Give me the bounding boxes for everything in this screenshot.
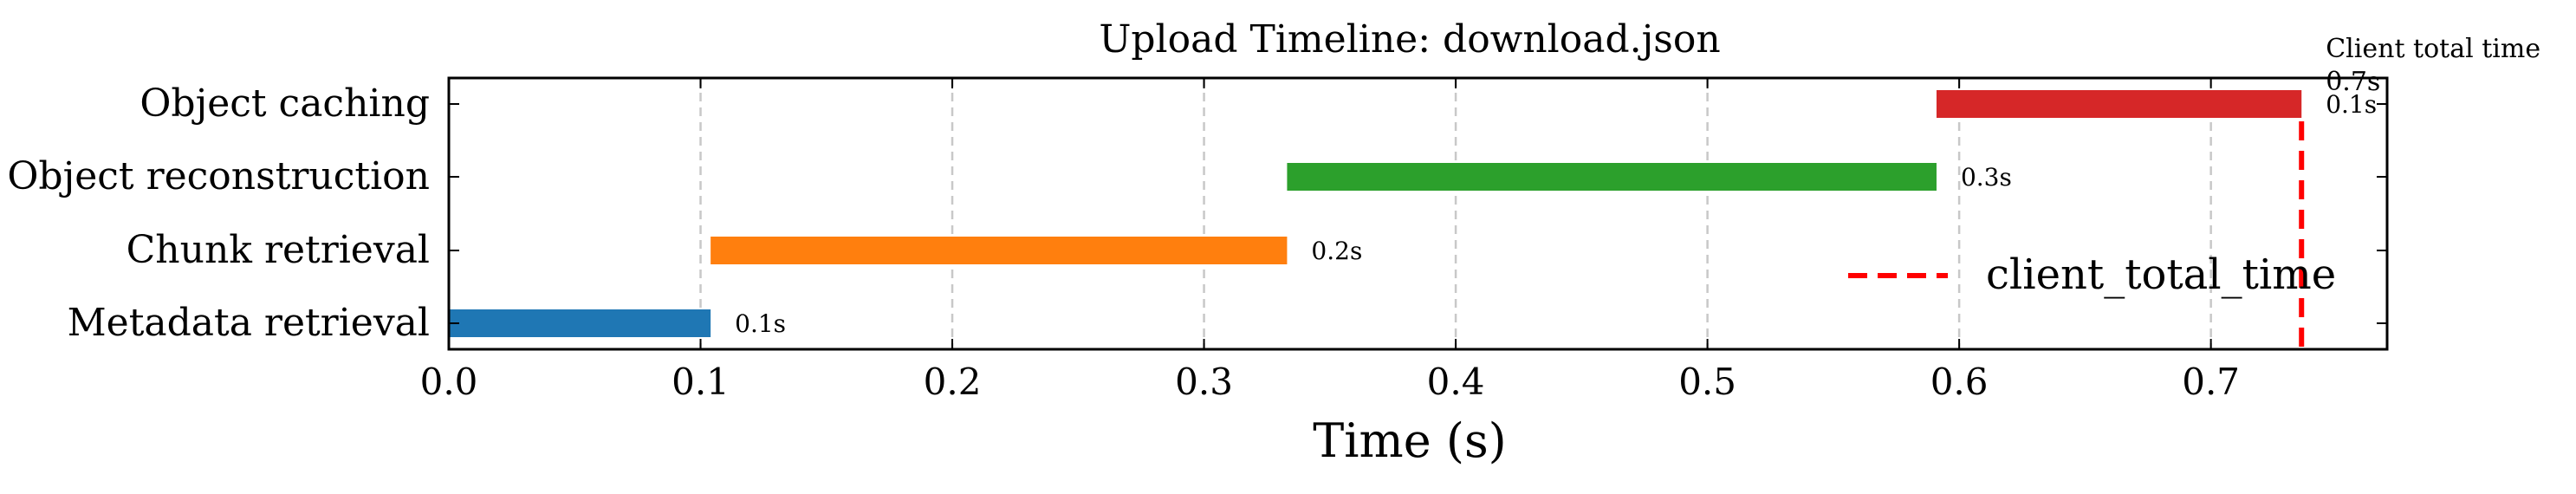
x-axis-ticks: 0.0 0.1 0.2 0.3 0.4 0.5 0.6 0.7 (420, 78, 2240, 403)
grid-lines (699, 78, 2212, 349)
bar-value-label: 0.1s (735, 309, 786, 338)
y-tick-label: Metadata retrieval (68, 301, 430, 345)
bar (711, 237, 1288, 264)
legend-label: client_total_time (1986, 250, 2336, 299)
x-tick-label: 0.7 (2182, 361, 2240, 403)
y-tick-label: Object reconstruction (7, 154, 430, 198)
x-tick-label: 0.0 (420, 361, 478, 403)
y-tick-label: Object caching (140, 81, 430, 126)
x-tick-label: 0.2 (924, 361, 982, 403)
legend: client_total_time (1848, 250, 2336, 299)
reference-annotation: 0.7s (2326, 67, 2380, 97)
x-axis-label: Time (s) (1313, 413, 1506, 468)
bar (1287, 163, 1937, 191)
bar (1936, 90, 2302, 118)
x-tick-label: 0.4 (1427, 361, 1485, 403)
plot-area-frame (447, 76, 2389, 351)
y-tick-label: Chunk retrieval (127, 228, 430, 272)
x-tick-label: 0.3 (1175, 361, 1233, 403)
bar-value-label: 0.1s (2326, 90, 2377, 119)
bars (449, 90, 2302, 337)
bar-value-label: 0.2s (1311, 237, 1362, 265)
y-axis-ticks: Metadata retrieval Chunk retrieval Object … (7, 81, 2387, 345)
bar (449, 309, 711, 337)
chart-title: Upload Timeline: download.json (1099, 17, 1720, 62)
reference-annotation: Client total time (2326, 34, 2540, 64)
bar-labels: 0.1s 0.2s 0.3s 0.1s (735, 90, 2377, 338)
bar-value-label: 0.3s (1961, 163, 2012, 192)
x-tick-label: 0.5 (1678, 361, 1736, 403)
x-tick-label: 0.1 (672, 361, 730, 403)
x-tick-label: 0.6 (1930, 361, 1989, 403)
